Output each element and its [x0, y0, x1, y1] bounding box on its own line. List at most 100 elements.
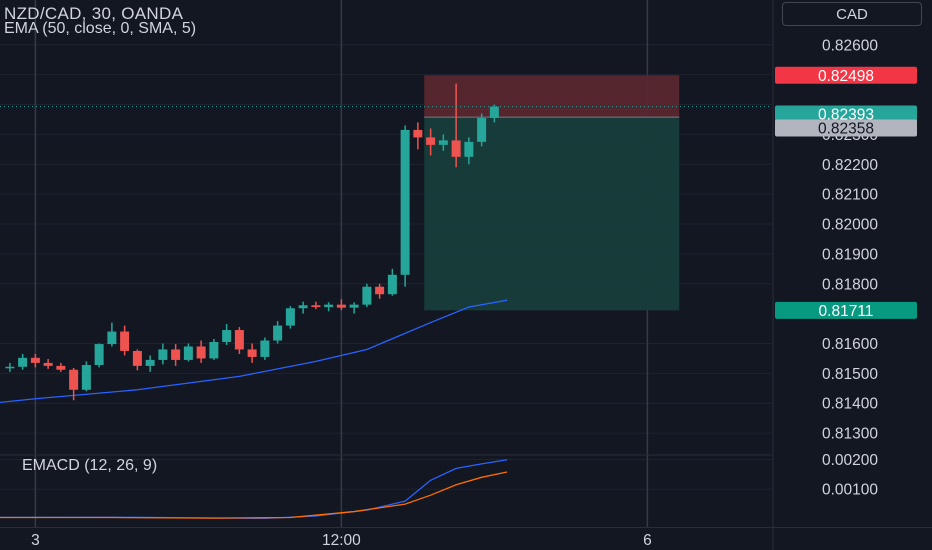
- candle-body: [5, 366, 15, 369]
- candle-body: [158, 349, 168, 360]
- price-tag-bg: [775, 119, 917, 137]
- candle: [426, 128, 436, 156]
- candle: [477, 113, 487, 147]
- currency-button[interactable]: CAD: [782, 2, 922, 26]
- candle-body: [69, 369, 79, 390]
- candle-body: [43, 362, 53, 366]
- candle: [298, 301, 308, 314]
- candle: [18, 353, 28, 370]
- candle: [311, 301, 321, 310]
- price-axis: 0.826000.823000.822000.821000.820000.819…: [822, 37, 878, 498]
- candle: [107, 322, 117, 347]
- macd-tick-label: 0.00100: [822, 482, 878, 499]
- price-tag: 0.82498: [775, 66, 917, 85]
- candle-body: [375, 286, 385, 295]
- candle: [285, 306, 295, 329]
- price-tick-label: 0.81900: [822, 246, 878, 263]
- price-tag-label: 0.82358: [818, 121, 874, 138]
- candle: [158, 343, 168, 365]
- candle-body: [260, 340, 270, 357]
- price-tick-label: 0.82600: [822, 37, 878, 54]
- candle: [43, 359, 53, 369]
- ema-indicator-title[interactable]: EMA (50, close, 0, SMA, 5): [4, 20, 197, 37]
- price-tag-label: 0.82393: [818, 107, 874, 124]
- candle: [464, 137, 474, 165]
- candle: [30, 353, 40, 368]
- candle: [94, 343, 104, 368]
- candle: [69, 367, 79, 401]
- candle: [234, 327, 244, 354]
- candle-body: [234, 330, 244, 350]
- time-tick-label: 6: [643, 532, 652, 549]
- candle-body: [145, 359, 155, 366]
- stop-loss-zone: [424, 75, 680, 118]
- candle: [413, 122, 423, 150]
- macd-panel-lines: [0, 459, 508, 520]
- candle-body: [183, 346, 193, 360]
- candle: [489, 104, 499, 123]
- candle-body: [56, 365, 66, 370]
- candles: [5, 83, 499, 401]
- candle: [209, 339, 219, 360]
- candle-body: [336, 304, 346, 308]
- candle: [120, 325, 130, 356]
- symbol-title[interactable]: NZD/CAD, 30, OANDA: [4, 4, 184, 23]
- time-tick-label: 3: [31, 532, 40, 549]
- time-tick-label: 12:00: [322, 532, 361, 549]
- candle-body: [273, 325, 283, 341]
- candle-body: [247, 349, 257, 357]
- candle: [362, 283, 372, 308]
- price-tag-bg: [775, 301, 917, 319]
- price-tick-label: 0.82000: [822, 217, 878, 234]
- price-tag-bg: [775, 66, 917, 84]
- candle-body: [107, 331, 117, 345]
- candle-body: [132, 350, 142, 366]
- candle: [81, 361, 91, 392]
- candle-body: [400, 129, 410, 275]
- candle: [145, 355, 155, 372]
- candle-body: [81, 364, 91, 390]
- candle: [324, 302, 334, 312]
- candle-body: [489, 106, 499, 118]
- candle: [132, 349, 142, 371]
- position-tool: [424, 75, 680, 311]
- price-tag-label: 0.82498: [818, 68, 874, 85]
- candle-body: [311, 305, 321, 308]
- candle-body: [464, 141, 474, 157]
- candle-body: [438, 140, 448, 145]
- candle: [183, 343, 193, 362]
- candle: [400, 125, 410, 287]
- candle: [222, 324, 232, 345]
- macd-series-line: [0, 471, 508, 519]
- candle-body: [222, 330, 232, 342]
- emacd-indicator-title[interactable]: EMACD (12, 26, 9): [22, 457, 158, 474]
- price-tick-label: 0.81800: [822, 276, 878, 293]
- price-tag-bg: [775, 105, 917, 123]
- candle: [5, 362, 15, 372]
- ema-series-line: [0, 299, 508, 404]
- candle-body: [426, 137, 436, 145]
- candle: [196, 340, 206, 363]
- candle-body: [451, 140, 461, 157]
- time-axis: 3 12:00 6: [31, 532, 652, 549]
- candle: [336, 299, 346, 311]
- candle-body: [30, 357, 40, 363]
- candle-body: [120, 331, 130, 351]
- price-tick-label: 0.82200: [822, 157, 878, 174]
- candle: [260, 337, 270, 360]
- take-profit-zone: [424, 117, 680, 311]
- candle: [349, 302, 359, 314]
- price-tick-label: 0.81600: [822, 336, 878, 353]
- candle-body: [285, 308, 295, 326]
- candle: [171, 344, 181, 366]
- candle: [387, 268, 397, 296]
- price-tag: 0.81711: [775, 301, 917, 320]
- candle-body: [387, 274, 397, 295]
- candle-body: [171, 349, 181, 360]
- ema-line: [0, 299, 508, 404]
- candle: [451, 83, 461, 168]
- candle-body: [413, 129, 423, 138]
- price-tick-label: 0.81300: [822, 426, 878, 443]
